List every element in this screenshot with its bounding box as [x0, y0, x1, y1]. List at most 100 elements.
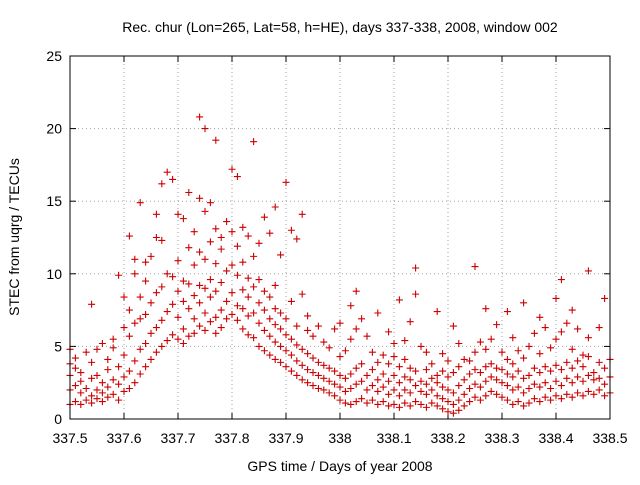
- data-point: [352, 398, 360, 406]
- data-point: [217, 279, 225, 287]
- data-point: [493, 376, 501, 384]
- data-point: [115, 363, 123, 371]
- data-point: [428, 386, 436, 394]
- data-point: [552, 335, 560, 343]
- data-point: [212, 136, 220, 144]
- data-point: [347, 385, 355, 393]
- data-point: [347, 335, 355, 343]
- data-point: [374, 387, 382, 395]
- data-point: [422, 403, 430, 411]
- y-tick-label: 15: [46, 193, 62, 209]
- data-point: [574, 325, 582, 333]
- data-point: [530, 364, 538, 372]
- data-point: [428, 399, 436, 407]
- data-point: [579, 392, 587, 400]
- data-point: [314, 322, 322, 330]
- data-point: [341, 387, 349, 395]
- data-point: [395, 363, 403, 371]
- data-point: [433, 392, 441, 400]
- data-point: [217, 324, 225, 332]
- data-point: [71, 364, 79, 372]
- data-point: [196, 248, 204, 256]
- data-point: [282, 331, 290, 339]
- data-point: [304, 326, 312, 334]
- data-point: [460, 402, 468, 410]
- data-point: [422, 380, 430, 388]
- data-point: [422, 366, 430, 374]
- data-point: [417, 400, 425, 408]
- x-tick-label: 338.2: [430, 430, 465, 446]
- data-point: [98, 339, 106, 347]
- data-point: [336, 371, 344, 379]
- data-point: [466, 370, 474, 378]
- data-point: [579, 363, 587, 371]
- data-point: [601, 380, 609, 388]
- data-point: [385, 390, 393, 398]
- data-point: [287, 351, 295, 359]
- data-point: [368, 366, 376, 374]
- data-point: [185, 244, 193, 252]
- data-point: [428, 374, 436, 382]
- data-point: [233, 302, 241, 310]
- data-point: [277, 251, 285, 259]
- data-point: [536, 313, 544, 321]
- data-point: [277, 309, 285, 317]
- data-points: [66, 113, 614, 417]
- data-point: [325, 377, 333, 385]
- data-point: [547, 344, 555, 352]
- data-point: [169, 273, 177, 281]
- y-axis-label: STEC from uqrg / TECUs: [6, 158, 22, 316]
- axis-tick-labels: 337.5 337.6 337.7 337.8 337.9 338 338.1 338.2 33…: [46, 48, 627, 446]
- data-point: [541, 363, 549, 371]
- data-point: [336, 319, 344, 327]
- data-point: [439, 367, 447, 375]
- data-point: [471, 263, 479, 271]
- data-point: [493, 364, 501, 372]
- data-point: [422, 348, 430, 356]
- data-point: [412, 382, 420, 390]
- data-point: [493, 390, 501, 398]
- data-point: [131, 319, 139, 327]
- data-point: [206, 276, 214, 284]
- data-point: [363, 386, 371, 394]
- data-point: [455, 382, 463, 390]
- data-point: [163, 308, 171, 316]
- data-point: [347, 302, 355, 310]
- data-point: [385, 377, 393, 385]
- data-point: [109, 390, 117, 398]
- data-point: [503, 382, 511, 390]
- data-point: [88, 374, 96, 382]
- data-point: [347, 370, 355, 378]
- data-point: [104, 393, 112, 401]
- data-point: [509, 400, 517, 408]
- data-point: [390, 371, 398, 379]
- data-point: [314, 371, 322, 379]
- data-point: [266, 332, 274, 340]
- x-tick-label: 337.8: [214, 430, 249, 446]
- data-point: [244, 274, 252, 282]
- data-point: [271, 305, 279, 313]
- data-point: [174, 210, 182, 218]
- data-point: [358, 395, 366, 403]
- data-point: [142, 363, 150, 371]
- data-point: [212, 287, 220, 295]
- data-point: [115, 380, 123, 388]
- x-tick-label: 338.5: [592, 430, 627, 446]
- data-point: [185, 305, 193, 313]
- data-point: [298, 290, 306, 298]
- data-point: [158, 342, 166, 350]
- data-point: [509, 386, 517, 394]
- data-point: [536, 383, 544, 391]
- data-point: [282, 347, 290, 355]
- data-point: [255, 319, 263, 327]
- data-point: [568, 393, 576, 401]
- data-point: [557, 328, 565, 336]
- data-point: [309, 332, 317, 340]
- data-point: [379, 351, 387, 359]
- data-point: [320, 361, 328, 369]
- grid: [70, 56, 610, 419]
- data-point: [142, 277, 150, 285]
- data-point: [503, 370, 511, 378]
- data-point: [379, 398, 387, 406]
